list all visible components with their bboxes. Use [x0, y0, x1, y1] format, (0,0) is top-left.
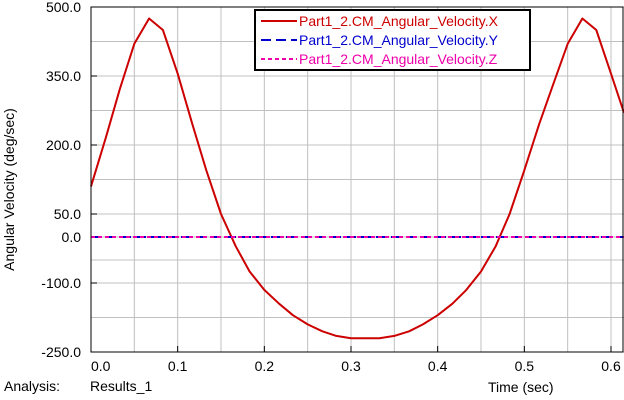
x-axis-title: Time (sec) [488, 379, 554, 395]
legend-entry-3: Part1_2.CM_Angular_Velocity.Z [299, 51, 498, 67]
x-tick-label: 0.5 [515, 358, 535, 374]
y-axis-title: Angular Velocity (deg/sec) [1, 108, 17, 271]
y-tick-label: -100.0 [41, 275, 81, 291]
analysis-name: Results_1 [90, 378, 153, 394]
x-tick-label: 0.1 [168, 358, 188, 374]
y-tick-label: 200.0 [46, 137, 81, 153]
x-tick-label: 0.4 [428, 358, 448, 374]
y-tick-label: 350.0 [46, 68, 81, 84]
plot-frame [90, 6, 624, 353]
x-tick-label: 0.3 [341, 358, 361, 374]
x-tick-label: 0.0 [91, 358, 111, 374]
x-tick-label: 0.6 [601, 358, 621, 374]
analysis-label: Analysis: [4, 378, 61, 394]
y-tick-label: 500.0 [46, 0, 81, 15]
legend-entries: Part1_2.CM_Angular_Velocity.X Part1_2.CM_… [261, 13, 499, 67]
legend-entry-1: Part1_2.CM_Angular_Velocity.X [299, 13, 499, 29]
x-tick-label: 0.2 [255, 358, 275, 374]
y-tick-label: 50.0 [54, 206, 81, 222]
series [90, 17, 624, 340]
legend: Part1_2.CM_Angular_Velocity.X Part1_2.CM_… [254, 9, 531, 71]
y-tick-label: 0.0 [62, 229, 82, 245]
series-line-1 [90, 17, 624, 340]
legend-entry-2: Part1_2.CM_Angular_Velocity.Y [299, 32, 499, 48]
y-tick-label: -250.0 [41, 344, 81, 360]
tick-labels: 0.0 0.1 0.2 0.3 0.4 0.5 0.6 -250.0 -100.0 0.0 50.0… [41, 0, 621, 374]
legend-box [254, 9, 531, 71]
